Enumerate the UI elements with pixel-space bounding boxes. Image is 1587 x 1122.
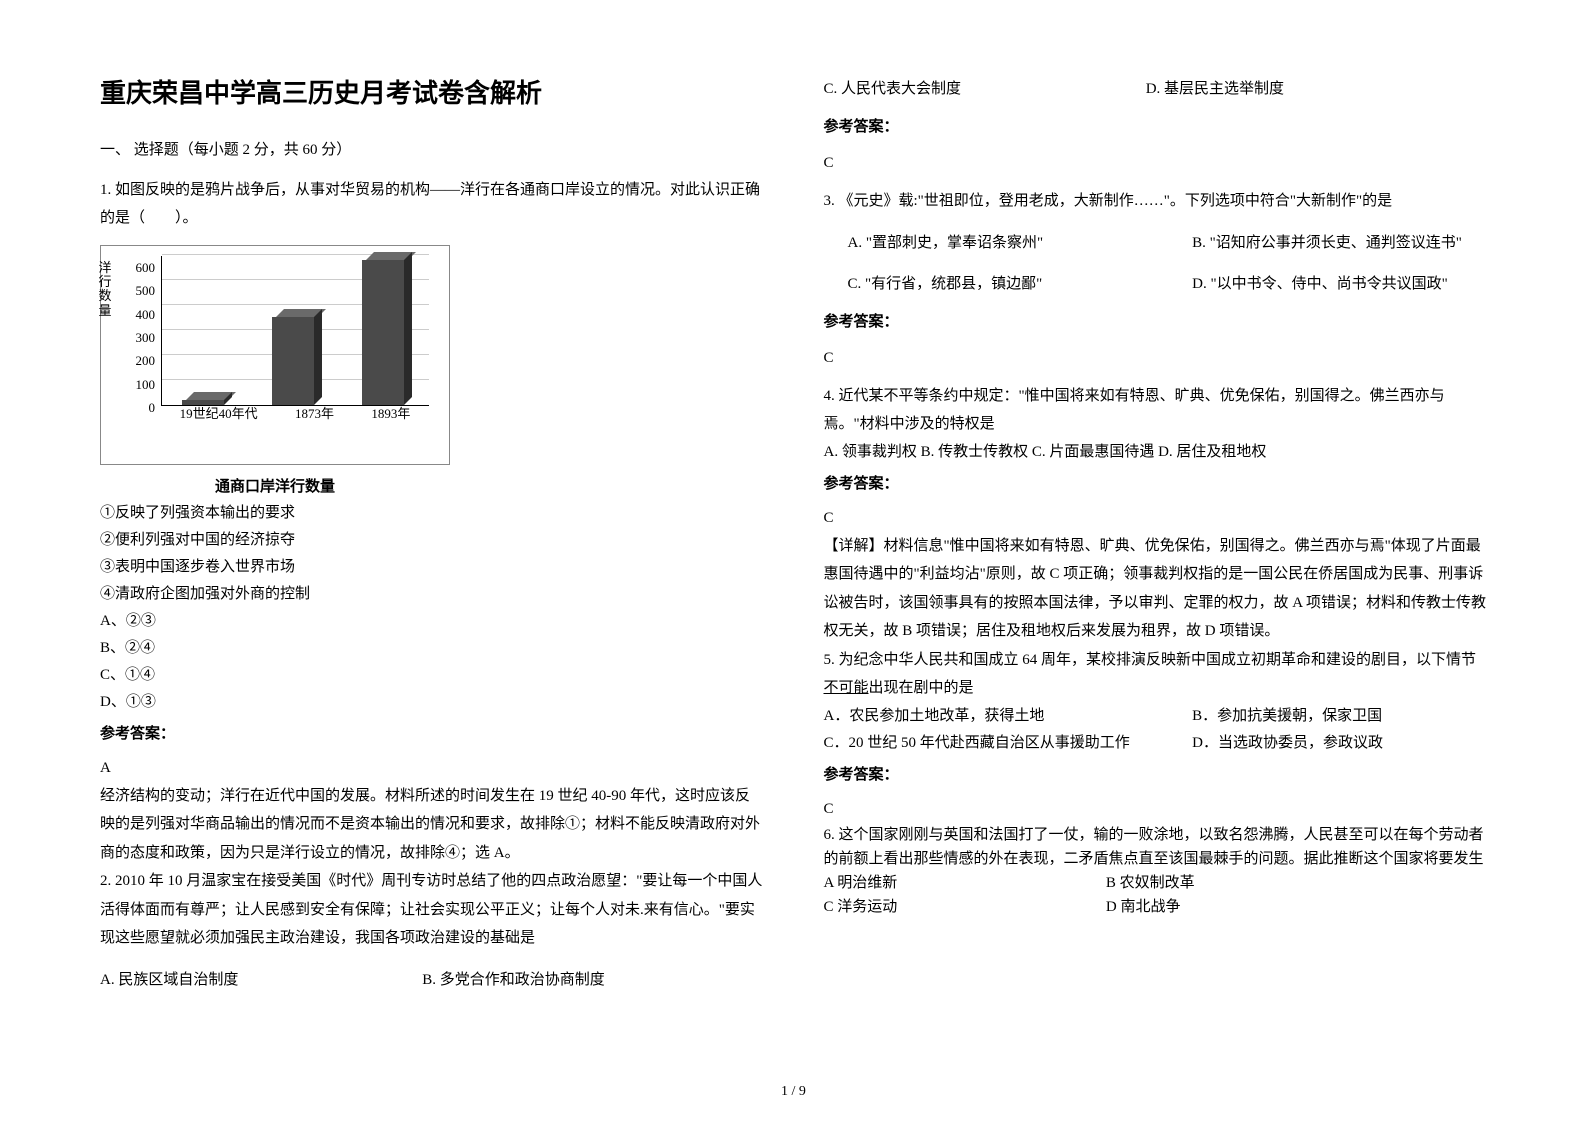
q5-answer-label: 参考答案：	[824, 761, 1488, 788]
q3-option-b: B. "诏知府公事并须长吏、通判签议连书"	[1192, 235, 1462, 251]
q2-option-b: B. 多党合作和政治协商制度	[422, 972, 605, 988]
q3-option-c: C. "有行省，统郡县，镇边鄙"	[824, 271, 1189, 298]
q3-answer: C	[824, 345, 1488, 372]
q1-statement-4: ④清政府企图加强对外商的控制	[100, 581, 764, 608]
q1-stem: 1. 如图反映的是鸦片战争后，从事对华贸易的机构——洋行在各通商口岸设立的情况。…	[100, 176, 764, 233]
chart-title: 通商口岸洋行数量	[100, 473, 450, 500]
q6-option-d: D 南北战争	[1106, 899, 1181, 915]
q5-option-b: B．参加抗美援朝，保家卫国	[1192, 708, 1382, 724]
q1-statement-2: ②便利列强对中国的经济掠夺	[100, 527, 764, 554]
chart-y-axis: 6005004003002001000	[129, 256, 155, 406]
q1-option-d: D、①③	[100, 689, 764, 716]
q1-explanation: 经济结构的变动；洋行在近代中国的发展。材料所述的时间发生在 19 世纪 40-9…	[100, 782, 764, 868]
exam-title: 重庆荣昌中学高三历史月考试卷含解析	[100, 70, 764, 117]
q6-option-a: A 明治维新	[824, 871, 1103, 895]
q2-stem: 2. 2010 年 10 月温家宝在接受美国《时代》周刊专访时总结了他的四点政治…	[100, 867, 764, 953]
q4-explanation: 【详解】材料信息"惟中国将来如有特恩、旷典、优免保佑，别国得之。佛兰西亦与焉"体…	[824, 532, 1488, 646]
q2-option-a: A. 民族区域自治制度	[100, 967, 418, 994]
q3-option-d: D. "以中书令、侍中、尚书令共议国政"	[1192, 276, 1448, 292]
q1-statement-3: ③表明中国逐步卷入世界市场	[100, 554, 764, 581]
q1-answer: A	[100, 755, 764, 782]
q2-answer: C	[824, 150, 1488, 177]
q1-option-b: B、②④	[100, 635, 764, 662]
q6-option-b: B 农奴制改革	[1106, 875, 1195, 891]
q5-stem: 5. 为纪念中华人民共和国成立 64 周年，某校排演反映新中国成立初期革命和建设…	[824, 646, 1488, 703]
chart-bars	[161, 256, 429, 406]
q1-answer-label: 参考答案：	[100, 720, 764, 747]
q2-option-d: D. 基层民主选举制度	[1146, 81, 1284, 97]
q1-option-c: C、①④	[100, 662, 764, 689]
q5-answer: C	[824, 796, 1488, 823]
q4-answer-label: 参考答案：	[824, 470, 1488, 497]
q3-stem: 3. 《元史》载:"世祖即位，登用老成，大新制作……"。下列选项中符合"大新制作…	[824, 187, 1488, 216]
q5-option-d: D．当选政协委员，参政议政	[1192, 735, 1383, 751]
q2-answer-label: 参考答案：	[824, 113, 1488, 140]
q3-answer-label: 参考答案：	[824, 308, 1488, 335]
q1-statement-1: ①反映了列强资本输出的要求	[100, 500, 764, 527]
q2-option-c: C. 人民代表大会制度	[824, 76, 1142, 103]
q1-chart: 洋行数量 6005004003002001000	[100, 233, 764, 500]
q4-options: A. 领事裁判权 B. 传教士传教权 C. 片面最惠国待遇 D. 居住及租地权	[824, 439, 1488, 466]
q5-option-c: C．20 世纪 50 年代赴西藏自治区从事援助工作	[824, 730, 1189, 757]
q6-option-c: C 洋务运动	[824, 895, 1103, 919]
q4-stem: 4. 近代某不平等条约中规定："惟中国将来如有特恩、旷典、优免保佑，别国得之。佛…	[824, 382, 1488, 439]
q5-option-a: A．农民参加土地改革，获得土地	[824, 703, 1189, 730]
q4-answer: C	[824, 505, 1488, 532]
q6-stem: 6. 这个国家刚刚与英国和法国打了一仗，输的一败涂地，以致名怨沸腾，人民甚至可以…	[824, 823, 1488, 871]
page-footer: 1 / 9	[0, 1079, 1587, 1104]
section-header: 一、 选择题（每小题 2 分，共 60 分）	[100, 137, 764, 164]
q1-option-a: A、②③	[100, 608, 764, 635]
q3-option-a: A. "置部刺史，掌奉诏条察州"	[824, 230, 1189, 257]
chart-x-labels: 19世纪40年代 1873年 1893年	[161, 402, 429, 425]
